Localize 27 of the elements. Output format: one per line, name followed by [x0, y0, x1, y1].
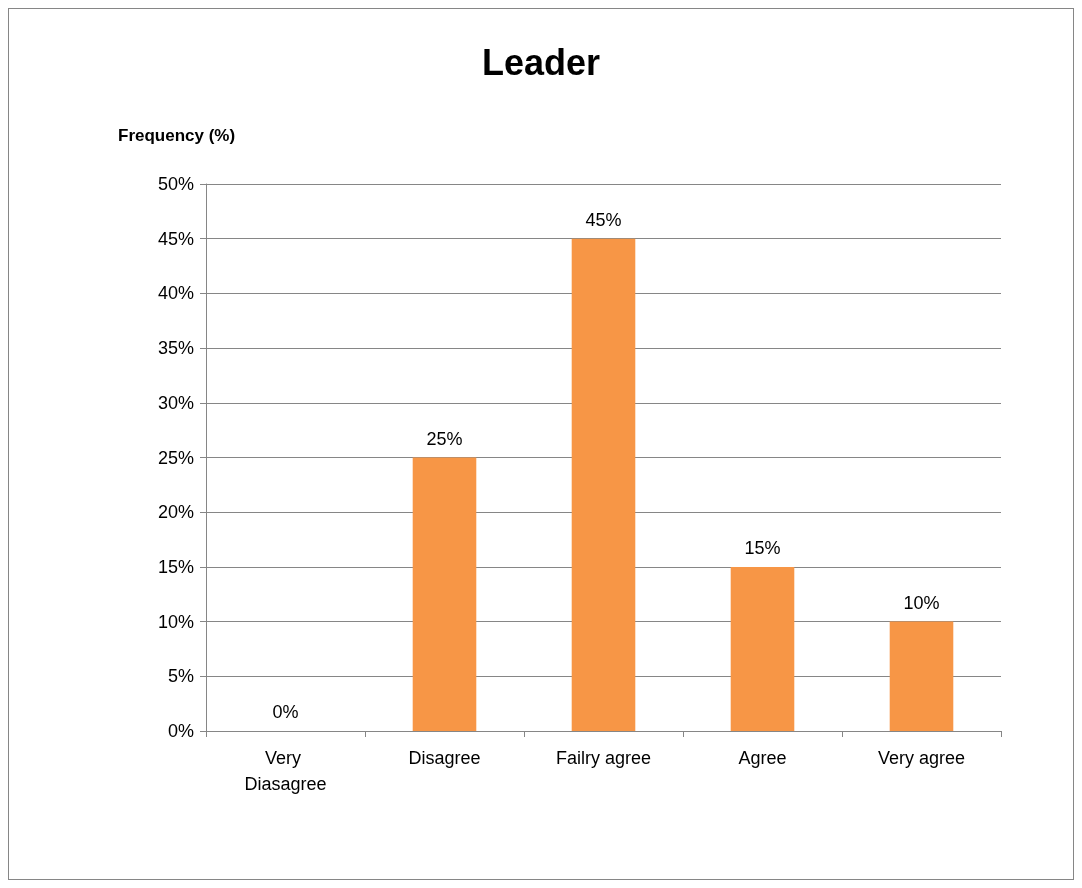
y-tick-label: 45% [157, 228, 194, 249]
y-tick-label: 15% [157, 556, 194, 577]
y-tick-label: 25% [157, 447, 194, 468]
x-tick-label: Failry agree [555, 748, 652, 768]
y-tick-label: 50% [157, 174, 194, 194]
bar [730, 566, 795, 731]
data-label: 25% [426, 428, 463, 449]
y-tick-label: 35% [157, 338, 194, 359]
chart-title: Leader [481, 41, 601, 83]
bar [889, 621, 954, 731]
bar [412, 457, 477, 731]
x-tick-label: Very Diasagree [244, 748, 327, 794]
y-tick-label: 30% [157, 392, 194, 413]
y-tick-label: 0% [167, 721, 194, 741]
y-tick-label: 10% [157, 611, 194, 632]
x-tick-label: Very agree [877, 748, 966, 768]
y-tick-label: 5% [167, 666, 194, 687]
y-tick-label: 40% [157, 283, 194, 304]
bar [571, 238, 636, 731]
data-label: 45% [585, 209, 622, 230]
x-tick-label: Agree [738, 748, 787, 768]
data-label: 0% [272, 702, 299, 722]
data-label: 15% [744, 537, 781, 558]
y-axis-title: Frequency (%) [118, 126, 236, 145]
x-tick-label: Disagree [408, 748, 481, 768]
y-tick-label: 20% [157, 502, 194, 523]
data-label: 10% [903, 592, 940, 613]
